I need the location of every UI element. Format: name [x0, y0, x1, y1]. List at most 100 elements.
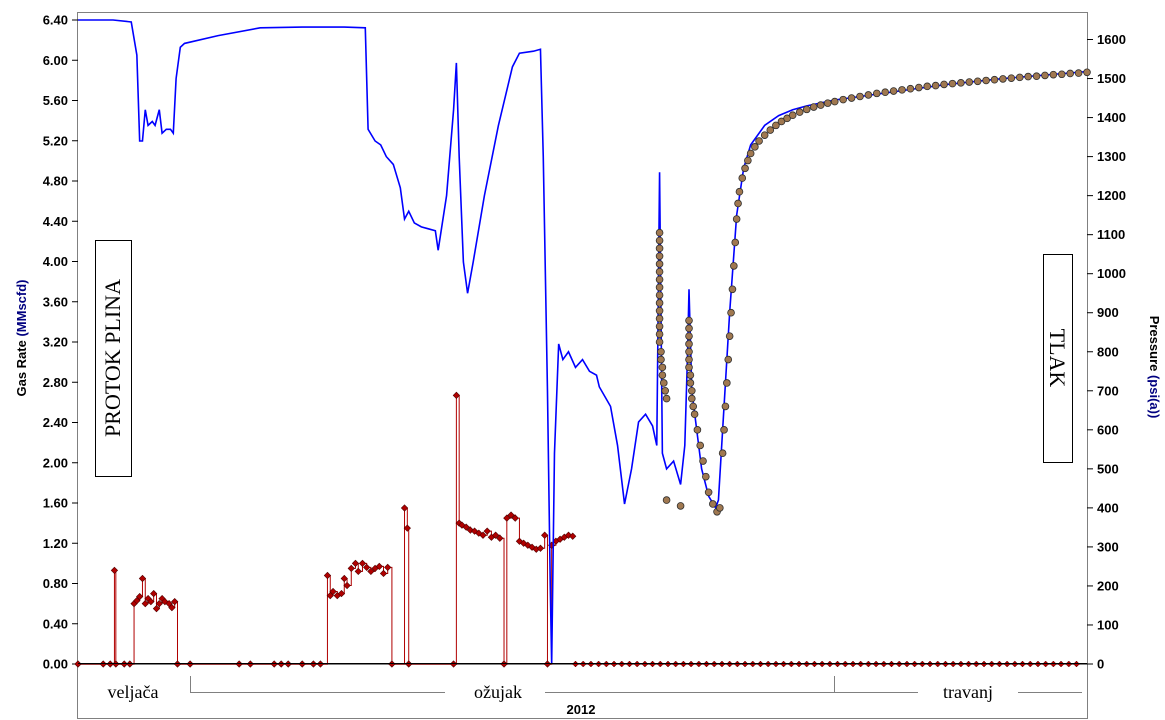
gas-rate-point — [168, 604, 176, 612]
gas-rate-point — [152, 605, 161, 613]
left-axis-ticks: 0.00 0.40 0.80 1.20 1.60 2.00 2.40 2.80 3.20 3.60… — [43, 13, 78, 672]
pressure-model-point — [1015, 73, 1024, 82]
pressure-model-point — [957, 79, 965, 87]
pressure-model-point — [777, 117, 786, 126]
right-tick-label: 1100 — [1097, 227, 1125, 242]
pressure-model-point — [662, 394, 671, 403]
left-tick-label: 6.40 — [43, 13, 68, 28]
right-axis-title: Pressure (psi(a)) — [1147, 316, 1162, 419]
gas-rate-point — [141, 600, 149, 608]
left-tick-label: 3.20 — [43, 335, 68, 350]
time-axis-frame — [77, 664, 1088, 719]
right-tick-label: 200 — [1097, 578, 1119, 593]
pressure-model-point — [982, 76, 990, 85]
right-tick-label: 800 — [1097, 344, 1119, 359]
pressure-model-point — [923, 82, 932, 91]
pressure-model-point — [847, 94, 856, 102]
pressure-model-point — [655, 244, 664, 253]
left-tick-label: 0.00 — [43, 657, 68, 672]
gas-rate-point — [479, 531, 487, 539]
pressure-model-point — [720, 426, 728, 434]
right-tick-label: 900 — [1097, 305, 1119, 320]
pressure-model-point — [655, 322, 664, 331]
left-tick-label: 1.60 — [43, 496, 68, 511]
gas-rate-point — [564, 531, 573, 539]
pressure-model-point — [655, 314, 664, 323]
gas-rate-point — [136, 592, 144, 601]
pressure-model-point — [881, 88, 889, 97]
pressure-model-point — [655, 228, 664, 237]
pressure-model-point — [688, 386, 696, 395]
pressure-model-point — [732, 215, 741, 223]
pressure-model-point — [702, 472, 710, 481]
pressure-model-point — [724, 355, 733, 364]
pressure-model-point — [655, 330, 664, 338]
pressure-model-point — [965, 78, 974, 86]
gas-rate-point — [511, 514, 519, 522]
gas-rate-point — [351, 559, 360, 567]
pressure-model-point — [685, 340, 693, 348]
pressure-model-point — [657, 347, 665, 356]
pressure-model-point — [772, 121, 780, 130]
pressure-model-point — [1057, 70, 1066, 79]
pressure-model-point — [659, 379, 668, 387]
pressure-model-point — [655, 299, 664, 307]
year-label: 2012 — [567, 702, 596, 717]
gas-rate-point — [155, 600, 163, 608]
pressure-model-point — [973, 77, 982, 86]
pressure-model-point — [872, 89, 881, 98]
pressure-model-point — [725, 332, 734, 340]
pressure-model-point — [655, 267, 664, 276]
pressure-model-point — [898, 86, 906, 94]
month-label-april: travanj — [943, 682, 993, 702]
pressure-model-point — [693, 426, 702, 434]
gas-rate-point — [452, 391, 460, 399]
gas-rate-point — [384, 563, 392, 572]
pressure-model-point — [1049, 70, 1058, 79]
pressure-model-point — [746, 149, 755, 158]
gas-rate-point — [150, 589, 158, 598]
gas-rate-point — [171, 597, 179, 606]
gas-rate-point — [491, 531, 500, 539]
month-label-february: veljača — [108, 682, 159, 702]
gas-rate-point — [110, 566, 119, 575]
pressure-model-point — [655, 338, 664, 346]
pressure-model-point — [685, 347, 693, 356]
pressure-model-point — [816, 101, 825, 109]
pressure-model-point — [744, 156, 752, 165]
pressure-model-point — [716, 504, 724, 512]
gas-rate-annotation-box — [95, 240, 132, 477]
pressure-model-point — [734, 199, 742, 208]
pressure-model-point — [727, 308, 735, 317]
pressure-model-point — [889, 87, 898, 95]
gas-rate-point — [375, 562, 383, 571]
pressure-model-point — [689, 402, 698, 411]
gas-rate-point — [379, 569, 388, 578]
pressure-model-point — [856, 92, 864, 101]
right-axis-title-unit: (psi(a)) — [1147, 375, 1162, 418]
pressure-model-point — [685, 355, 693, 364]
left-tick-label: 5.20 — [43, 133, 68, 148]
pressure-model-point — [823, 99, 832, 107]
gas-rate-point — [528, 543, 536, 551]
pressure-model-point — [738, 174, 747, 182]
pressure-model-point — [655, 291, 664, 299]
pressure-model-point — [676, 502, 685, 510]
gas-rate-point — [363, 563, 371, 572]
pressure-model-point — [699, 457, 707, 465]
pressure-model-point — [686, 379, 695, 387]
gas-rate-point — [165, 600, 173, 608]
pressure-model-point — [940, 80, 948, 89]
pressure-model-point — [655, 306, 664, 315]
pressure-model-point — [755, 137, 763, 145]
pressure-model-point — [931, 81, 940, 90]
right-tick-label: 1400 — [1097, 110, 1126, 125]
left-axis-title-unit: (MMscfd) — [14, 279, 29, 336]
right-tick-label: 400 — [1097, 500, 1119, 515]
pressure-model-point — [1066, 69, 1074, 78]
right-axis-ticks: 0 100 200 300 400 500 600 700 800 900 1000 1100 1200… — [1087, 32, 1126, 672]
pressure-model-point — [1083, 68, 1091, 77]
pressure-model-point — [731, 238, 740, 247]
left-tick-label: 4.00 — [43, 254, 68, 269]
left-tick-label: 2.00 — [43, 455, 68, 470]
